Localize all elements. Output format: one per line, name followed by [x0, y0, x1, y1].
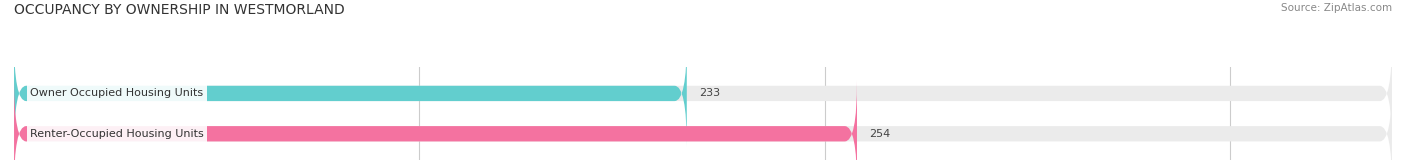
Text: Renter-Occupied Housing Units: Renter-Occupied Housing Units [31, 129, 204, 139]
FancyBboxPatch shape [14, 81, 858, 160]
FancyBboxPatch shape [14, 41, 686, 146]
FancyBboxPatch shape [14, 81, 1392, 160]
FancyBboxPatch shape [14, 41, 1392, 146]
Text: Source: ZipAtlas.com: Source: ZipAtlas.com [1281, 3, 1392, 13]
Text: Owner Occupied Housing Units: Owner Occupied Housing Units [31, 88, 204, 98]
Text: 254: 254 [869, 129, 890, 139]
Text: 233: 233 [699, 88, 720, 98]
Text: OCCUPANCY BY OWNERSHIP IN WESTMORLAND: OCCUPANCY BY OWNERSHIP IN WESTMORLAND [14, 3, 344, 17]
